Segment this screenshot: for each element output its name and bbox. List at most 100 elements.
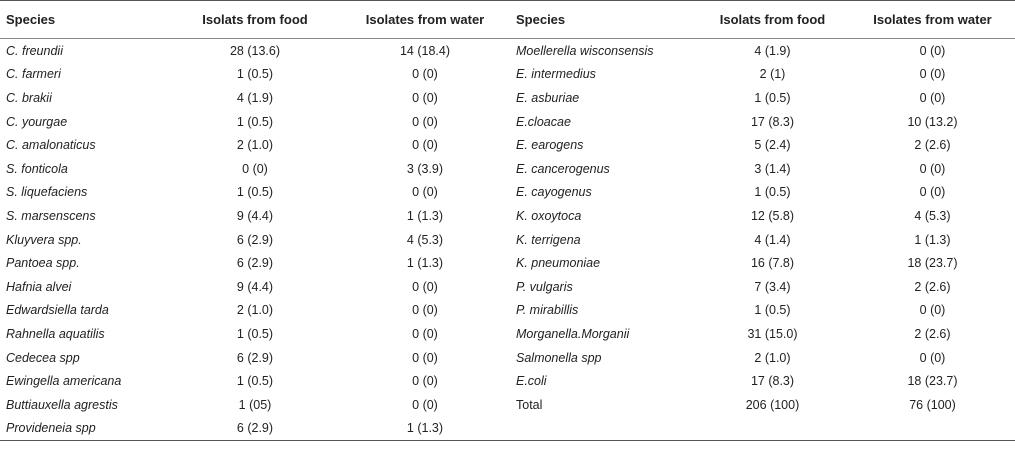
water-right: 4 (5.3) <box>914 208 951 223</box>
food-right: 1 (0.5) <box>754 90 791 105</box>
water-right: 2 (2.6) <box>914 326 951 341</box>
table-row: C. brakii 4 (1.9) 0 (0) E. asburiae 1 (0… <box>0 86 1015 110</box>
water-right: 0 (0) <box>919 90 946 105</box>
water-left: 0 (0) <box>412 303 438 318</box>
water-left: 0 (0) <box>412 279 438 294</box>
total-label: Total <box>516 397 543 412</box>
food-left: 2 (1.0) <box>236 303 274 318</box>
food-right: 16 (7.8) <box>750 256 795 271</box>
water-right: 1 (1.3) <box>914 232 951 247</box>
species-right: E.coli <box>516 374 547 389</box>
species-left: C. brakii <box>6 90 52 105</box>
food-left: 9 (4.4) <box>236 208 274 223</box>
table-row: Buttiauxella agrestis 1 (05) 0 (0) Total… <box>0 393 1015 417</box>
food-left: 2 (1.0) <box>236 138 274 153</box>
total-food: 206 (100) <box>745 397 800 412</box>
header-species-left: Species <box>0 0 170 39</box>
table-row: Ewingella americana 1 (0.5) 0 (0) E.coli… <box>0 369 1015 393</box>
water-left: 1 (1.3) <box>406 256 444 271</box>
food-right: 3 (1.4) <box>754 161 791 176</box>
food-left: 6 (2.9) <box>236 232 274 247</box>
species-left: Cedecea spp <box>6 350 80 365</box>
species-right: E. asburiae <box>516 90 580 105</box>
food-right: 7 (3.4) <box>754 279 791 294</box>
water-right: 0 (0) <box>919 350 946 365</box>
table-row: C. farmeri 1 (0.5) 0 (0) E. intermedius … <box>0 63 1015 87</box>
species-left: Edwardsiella tarda <box>6 303 109 318</box>
food-left: 1 (05) <box>238 397 272 412</box>
food-left: 28 (13.6) <box>229 43 281 58</box>
food-left: 9 (4.4) <box>236 279 274 294</box>
species-right: Moellerella wisconsensis <box>516 43 654 58</box>
species-right: K. terrigena <box>516 232 581 247</box>
species-left: S. liquefaciens <box>6 185 88 200</box>
species-right: P. vulgaris <box>516 279 573 294</box>
water-right: 18 (23.7) <box>907 374 958 389</box>
food-right: 2 (1.0) <box>754 350 791 365</box>
species-right: K. pneumoniae <box>516 256 601 271</box>
species-left: Buttiauxella agrestis <box>6 397 118 412</box>
table-row: S. marsenscens 9 (4.4) 1 (1.3) K. oxoyto… <box>0 204 1015 228</box>
table-row: Rahnella aquatilis 1 (0.5) 0 (0) Morgane… <box>0 322 1015 346</box>
water-right: 2 (2.6) <box>914 279 951 294</box>
food-left: 1 (0.5) <box>236 185 274 200</box>
species-right <box>510 416 695 442</box>
total-water: 76 (100) <box>909 397 956 412</box>
food-right: 12 (5.8) <box>750 208 795 223</box>
header-water-right: Isolates from water <box>850 0 1015 39</box>
water-left: 0 (0) <box>412 90 438 105</box>
food-right: 2 (1) <box>759 67 786 82</box>
species-left: Rahnella aquatilis <box>6 326 105 341</box>
water-left: 0 (0) <box>412 114 438 129</box>
food-left: 0 (0) <box>242 161 268 176</box>
water-left: 0 (0) <box>412 67 438 82</box>
food-right: 31 (15.0) <box>747 326 798 341</box>
species-left: S. marsenscens <box>6 208 96 223</box>
water-left: 14 (18.4) <box>399 43 451 58</box>
food-right: 17 (8.3) <box>750 374 795 389</box>
food-left: 6 (2.9) <box>236 256 274 271</box>
species-isolates-table: Species Isolats from food Isolates from … <box>0 0 1015 442</box>
food-left: 1 (0.5) <box>236 114 274 129</box>
species-left: Provideneia spp <box>0 416 170 442</box>
food-right: 4 (1.9) <box>754 43 791 58</box>
food-left: 6 (2.9) <box>236 350 274 365</box>
species-left: C. farmeri <box>6 67 61 82</box>
water-left: 0 (0) <box>412 326 438 341</box>
header-food-left: Isolats from food <box>170 0 340 39</box>
species-left: C. yourgae <box>6 114 68 129</box>
species-right: E. cayogenus <box>516 185 592 200</box>
water-right: 10 (13.2) <box>907 114 958 129</box>
table-row: C. yourgae 1 (0.5) 0 (0) E.cloacae 17 (8… <box>0 110 1015 134</box>
species-right: Salmonella spp <box>516 350 602 365</box>
food-right: 4 (1.4) <box>754 232 791 247</box>
food-right: 1 (0.5) <box>754 185 791 200</box>
water-right: 0 (0) <box>919 303 946 318</box>
header-species-right: Species <box>510 0 695 39</box>
table-row: Hafnia alvei 9 (4.4) 0 (0) P. vulgaris 7… <box>0 275 1015 299</box>
food-left: 1 (0.5) <box>236 374 274 389</box>
water-right: 0 (0) <box>919 161 946 176</box>
water-left: 1 (1.3) <box>406 208 444 223</box>
water-left: 4 (5.3) <box>406 232 444 247</box>
species-right: E.cloacae <box>516 114 571 129</box>
water-right <box>850 416 1015 442</box>
water-left: 0 (0) <box>412 374 438 389</box>
water-right: 0 (0) <box>919 185 946 200</box>
table-row: C. freundii 28 (13.6) 14 (18.4) Moellere… <box>0 39 1015 63</box>
species-left: Pantoea spp. <box>6 256 80 271</box>
species-left: C. amalonaticus <box>6 138 96 153</box>
table-row: S. fonticola 0 (0) 3 (3.9) E. cancerogen… <box>0 157 1015 181</box>
water-right: 2 (2.6) <box>914 138 951 153</box>
table-row: Cedecea spp 6 (2.9) 0 (0) Salmonella spp… <box>0 346 1015 370</box>
species-right: K. oxoytoca <box>516 208 582 223</box>
header-food-right: Isolats from food <box>695 0 850 39</box>
water-left: 0 (0) <box>412 185 438 200</box>
header-water-left: Isolates from water <box>340 0 510 39</box>
water-left: 0 (0) <box>412 397 438 412</box>
water-left: 0 (0) <box>412 350 438 365</box>
table-row: Pantoea spp. 6 (2.9) 1 (1.3) K. pneumoni… <box>0 251 1015 275</box>
species-left: S. fonticola <box>6 161 68 176</box>
header-row: Species Isolats from food Isolates from … <box>0 0 1015 39</box>
food-right: 5 (2.4) <box>754 138 791 153</box>
